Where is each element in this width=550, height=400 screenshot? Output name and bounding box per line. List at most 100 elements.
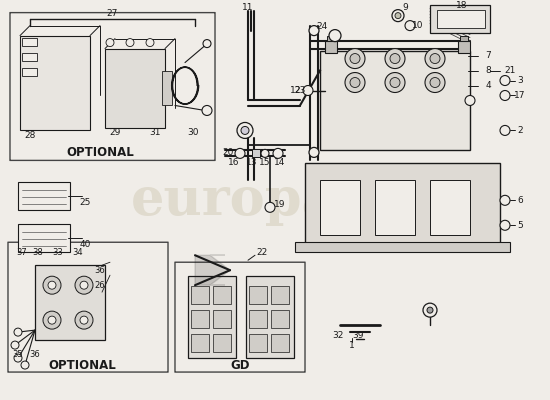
Text: 36: 36 — [95, 266, 106, 275]
Circle shape — [390, 78, 400, 88]
Text: 40: 40 — [79, 240, 91, 249]
Text: 7: 7 — [485, 51, 491, 60]
Circle shape — [500, 220, 510, 230]
Text: 4: 4 — [485, 81, 491, 90]
Circle shape — [146, 38, 154, 46]
FancyBboxPatch shape — [10, 13, 215, 160]
Text: 26: 26 — [95, 281, 105, 290]
Text: 5: 5 — [517, 221, 523, 230]
Bar — [249, 310, 267, 328]
Bar — [191, 286, 209, 304]
Text: 24: 24 — [316, 22, 328, 31]
Bar — [430, 180, 470, 235]
Text: 8: 8 — [485, 66, 491, 75]
Bar — [271, 334, 289, 352]
Bar — [191, 334, 209, 352]
Bar — [305, 163, 500, 245]
Text: 33: 33 — [53, 248, 63, 257]
Circle shape — [427, 307, 433, 313]
Text: 12: 12 — [290, 86, 302, 95]
Text: 37: 37 — [16, 248, 28, 257]
Text: 32: 32 — [332, 331, 344, 340]
Bar — [249, 334, 267, 352]
Bar — [191, 310, 209, 328]
Text: 22: 22 — [256, 248, 268, 257]
Circle shape — [350, 54, 360, 64]
Bar — [20, 36, 90, 130]
Bar — [213, 310, 231, 328]
Text: 23: 23 — [294, 86, 306, 95]
Text: 9: 9 — [402, 3, 408, 12]
Circle shape — [390, 54, 400, 64]
Circle shape — [80, 316, 88, 324]
Bar — [22, 52, 37, 60]
Polygon shape — [195, 255, 230, 285]
Text: 36: 36 — [30, 350, 40, 358]
Bar — [162, 70, 172, 106]
Text: 28: 28 — [24, 131, 36, 140]
Text: 25: 25 — [79, 198, 91, 207]
Circle shape — [345, 48, 365, 68]
Circle shape — [500, 90, 510, 100]
Circle shape — [11, 341, 19, 349]
Bar — [325, 40, 337, 52]
Text: 18: 18 — [456, 1, 468, 10]
Circle shape — [385, 48, 405, 68]
Circle shape — [48, 281, 56, 289]
Bar — [188, 276, 236, 358]
Bar — [460, 36, 468, 40]
Text: europarts: europarts — [131, 175, 419, 226]
Text: 11: 11 — [242, 3, 254, 12]
Circle shape — [14, 328, 22, 336]
FancyBboxPatch shape — [8, 242, 168, 372]
Circle shape — [465, 96, 475, 106]
Circle shape — [500, 126, 510, 136]
Bar — [213, 334, 231, 352]
Circle shape — [385, 72, 405, 92]
Bar — [246, 276, 294, 358]
Text: 14: 14 — [274, 158, 285, 167]
Text: 19: 19 — [274, 200, 286, 209]
Text: 21: 21 — [504, 66, 516, 75]
Text: 2: 2 — [517, 126, 523, 135]
Circle shape — [203, 40, 211, 48]
Bar — [18, 224, 70, 252]
Text: 15: 15 — [259, 158, 271, 167]
Text: 30: 30 — [187, 128, 199, 137]
Circle shape — [309, 26, 319, 36]
Bar — [252, 150, 260, 157]
Bar — [213, 286, 231, 304]
Bar — [271, 286, 289, 304]
Text: 3: 3 — [517, 76, 523, 85]
Text: OPTIONAL: OPTIONAL — [66, 146, 134, 159]
Circle shape — [80, 281, 88, 289]
Circle shape — [423, 303, 437, 317]
Bar — [375, 180, 415, 235]
Circle shape — [425, 72, 445, 92]
Text: 17: 17 — [514, 91, 526, 100]
Bar — [22, 68, 37, 76]
Circle shape — [202, 106, 212, 116]
Bar — [327, 36, 335, 40]
Bar — [295, 242, 510, 252]
Circle shape — [430, 54, 440, 64]
Circle shape — [237, 122, 253, 138]
Text: 6: 6 — [517, 196, 523, 205]
Bar — [458, 40, 470, 52]
Text: 27: 27 — [106, 9, 118, 18]
Circle shape — [309, 148, 319, 157]
Text: 16: 16 — [228, 158, 240, 167]
Text: OPTIONAL: OPTIONAL — [48, 358, 116, 372]
Circle shape — [43, 311, 61, 329]
Text: 10: 10 — [412, 21, 424, 30]
Circle shape — [392, 10, 404, 22]
Circle shape — [14, 354, 22, 362]
Bar — [105, 48, 165, 128]
Bar — [249, 286, 267, 304]
Circle shape — [500, 195, 510, 205]
Circle shape — [265, 202, 275, 212]
Circle shape — [430, 78, 440, 88]
Text: 20: 20 — [222, 148, 234, 157]
Circle shape — [75, 276, 93, 294]
Text: GD: GD — [230, 358, 250, 372]
